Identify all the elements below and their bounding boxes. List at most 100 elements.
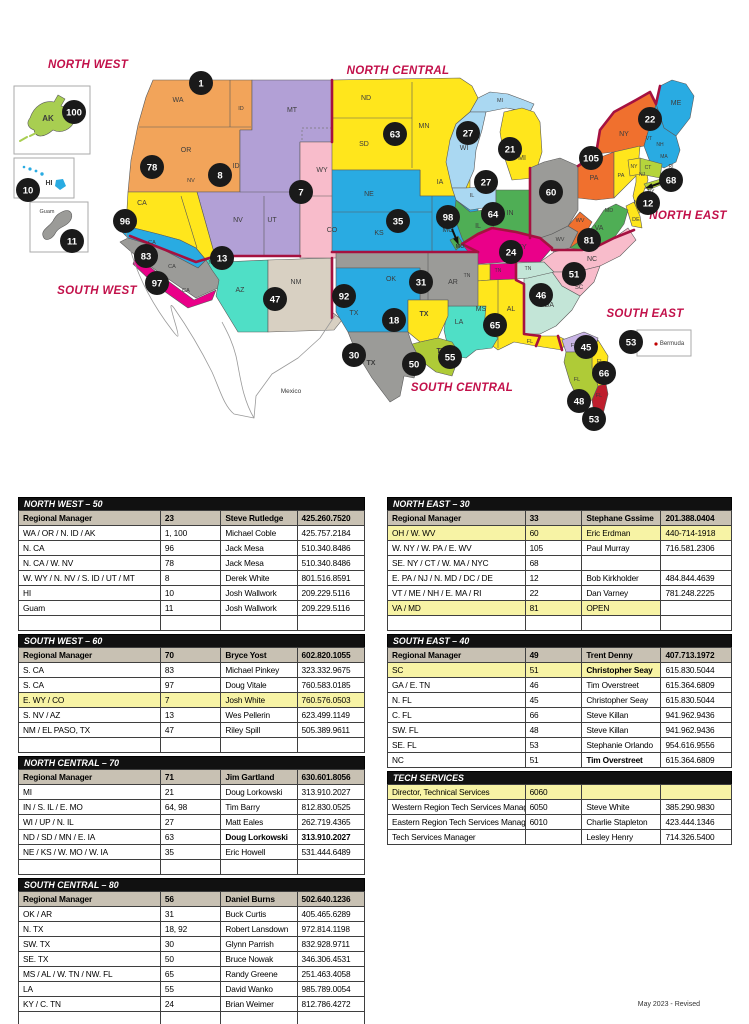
- table-cell: Bob Kirkholder: [581, 570, 662, 586]
- table-cell: OH / W. WV: [387, 525, 526, 541]
- territory-circle-1: [189, 71, 213, 95]
- table-header-row: Regional Manager 23 Steve Rutledge 425.260.…: [18, 510, 366, 526]
- table-cell: W. NY / W. PA / E. WV: [387, 540, 526, 556]
- state-label-nm: NM: [291, 279, 302, 286]
- territory-circle-47: [263, 287, 287, 311]
- table-cell: Christopher Seay: [581, 692, 662, 708]
- territory-number-98: 98: [443, 212, 454, 223]
- territory-circle-10: [16, 178, 40, 202]
- territory-number-51: 51: [569, 269, 580, 280]
- table-cell: 346.306.4531: [296, 951, 366, 967]
- table-cell: 623.499.1149: [296, 707, 366, 723]
- table-cell: N. CA: [18, 540, 161, 556]
- table-cell: IN / S. IL / E. MO: [18, 799, 161, 815]
- table-cell: [296, 615, 366, 631]
- territory-number-10: 10: [23, 185, 34, 196]
- table-cell: [581, 784, 662, 800]
- table-row: S. NV / AZ 13 Wes Pellerin 623.499.1149: [18, 707, 366, 723]
- table-cell: GA / E. TN: [387, 677, 526, 693]
- table-cell: Glynn Parrish: [220, 936, 298, 952]
- table-row: N. FL 45 Christopher Seay 615.830.5044: [387, 692, 732, 708]
- table-cell: 105: [524, 540, 583, 556]
- state-label-or: OR: [181, 147, 192, 154]
- territory-number-1: 1: [198, 78, 204, 89]
- table-cell: 68: [524, 555, 583, 571]
- table-cell: Paul Murray: [581, 540, 662, 556]
- table-row: SW. FL 48 Steve Killan 941.962.9436: [387, 722, 732, 738]
- state-label-ks: KS: [374, 230, 384, 237]
- state-label-md: MD: [605, 208, 614, 214]
- territory-circle-45: [574, 335, 598, 359]
- table-cell: 51: [524, 752, 583, 768]
- header-cell: Trent Denny: [581, 647, 662, 663]
- table-cell: 941.962.9436: [660, 707, 732, 723]
- table-row: NC 51 Tim Overstreet 615.364.6809: [387, 752, 732, 768]
- table-cell: 53: [524, 737, 583, 753]
- header-cell: 630.601.8056: [296, 769, 366, 785]
- table-cell: LA: [18, 981, 161, 997]
- table-cell: 812.830.0525: [296, 799, 366, 815]
- state-label-pa: PA: [618, 173, 625, 179]
- header-cell: Steve Rutledge: [220, 510, 298, 526]
- table-cell: Josh Wallwork: [220, 600, 298, 616]
- state-label-nj: NJ: [639, 172, 646, 178]
- table-cell: SC: [387, 662, 526, 678]
- table-cell: [18, 859, 161, 875]
- bermuda-dot: [654, 342, 658, 346]
- table-cell: 30: [159, 936, 222, 952]
- header-cell: 49: [524, 647, 583, 663]
- baja-outline: [125, 231, 255, 419]
- header-cell: Stephane Gssime: [581, 510, 662, 526]
- table-row: SE. FL 53 Stephanie Orlando 954.616.9556: [387, 737, 732, 753]
- table-cell: HI: [18, 585, 161, 601]
- table-row: SE. TX 50 Bruce Nowak 346.306.4531: [18, 951, 366, 967]
- table-cell: Doug Lorkowski: [220, 829, 298, 845]
- state-label-ma: MA: [660, 154, 668, 160]
- table-title: SOUTH WEST – 60: [18, 634, 365, 647]
- table-cell: Wes Pellerin: [220, 707, 298, 723]
- table-cell: Doug Lorkowski: [220, 784, 298, 800]
- table-cell: S. CA: [18, 662, 161, 678]
- table-cell: [660, 615, 732, 631]
- territory-number-35: 35: [393, 216, 404, 227]
- table-row: OK / AR 31 Buck Curtis 405.465.6289: [18, 906, 366, 922]
- table-row: VA / MD 81 OPEN: [387, 600, 732, 616]
- table-cell: 714.326.5400: [660, 829, 732, 845]
- state-label-ny: NY: [619, 131, 629, 138]
- table-cell: 716.581.2306: [660, 540, 732, 556]
- table-cell: Charlie Stapleton: [581, 814, 662, 830]
- table-row: [18, 859, 366, 875]
- header-cell: 23: [159, 510, 222, 526]
- region-table-grid: Regional Manager 70 Bryce Yost 602.820.1055…: [18, 647, 366, 753]
- state-label-ct: CT: [645, 165, 652, 171]
- territory-number-60: 60: [546, 187, 557, 198]
- header-cell: Regional Manager: [18, 647, 161, 663]
- table-cell: 615.364.6809: [660, 752, 732, 768]
- table-cell: 812.786.4272: [296, 996, 366, 1012]
- state-label-tn: TN: [495, 268, 502, 274]
- territory-number-78: 78: [147, 162, 158, 173]
- territory-circle-46: [529, 283, 553, 307]
- territory-number-47: 47: [270, 294, 281, 305]
- table-cell: 262.719.4365: [296, 814, 366, 830]
- territory-circle-11: [60, 229, 84, 253]
- region-table: NORTH CENTRAL – 70 Regional Manager 71 Jim …: [18, 756, 366, 875]
- state-label-wv: WV: [576, 218, 585, 224]
- state-shape-seny: [627, 157, 641, 177]
- table-cell: VA / MD: [387, 600, 526, 616]
- header-cell: Regional Manager: [387, 510, 526, 526]
- region-table-grid: Regional Manager 33 Stephane Gssime 201.388…: [387, 510, 732, 631]
- territory-number-24: 24: [506, 247, 517, 258]
- table-cell: Steve White: [581, 799, 662, 815]
- inset-bermuda: [636, 329, 692, 357]
- state-label-ak: AK: [42, 114, 54, 123]
- table-row: MI 21 Doug Lorkowski 313.910.2027: [18, 784, 366, 800]
- table-row: Director, Technical Services 6060: [387, 784, 732, 800]
- table-cell: WA / OR / N. ID / AK: [18, 525, 161, 541]
- territory-number-11: 11: [67, 236, 78, 247]
- state-label-ms: MS: [476, 306, 487, 313]
- state-label-ok: OK: [386, 276, 396, 283]
- state-label-nv: NV: [233, 217, 243, 224]
- table-cell: Stephanie Orlando: [581, 737, 662, 753]
